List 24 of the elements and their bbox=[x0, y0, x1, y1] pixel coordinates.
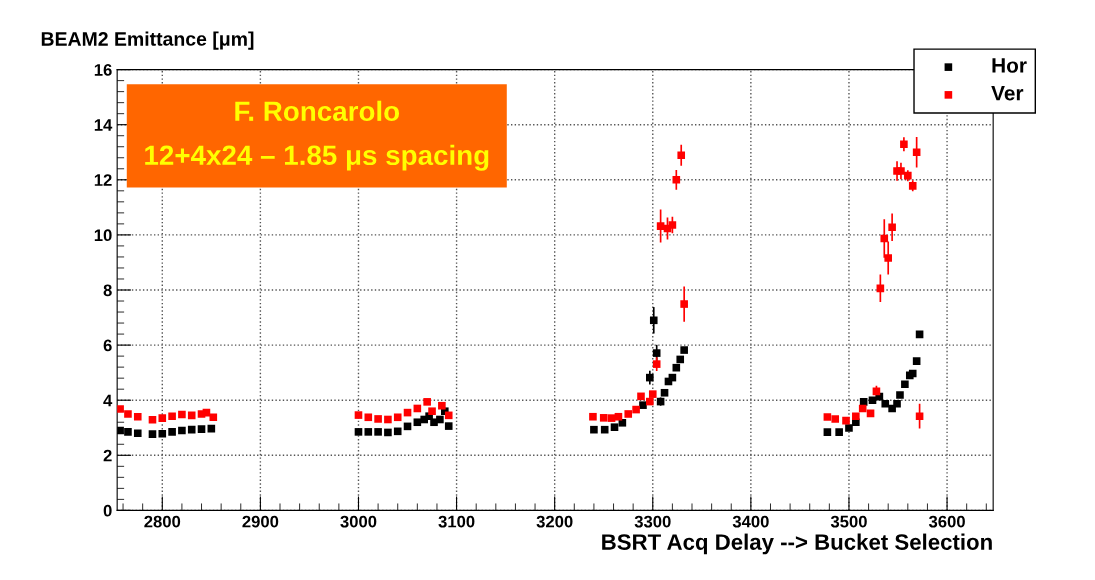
x-tick-label: 2800 bbox=[144, 515, 181, 528]
annotation: 12+4x24 – 1.85 μs spacing bbox=[145, 144, 489, 171]
x-axis-title: BSRT Acq Delay --> Bucket Selection bbox=[602, 533, 992, 555]
annotation: F. Roncarolo bbox=[235, 100, 400, 122]
x-tick-label: 3200 bbox=[536, 515, 573, 528]
legend-label: Hor bbox=[992, 58, 1027, 73]
y-tick-label: 10 bbox=[94, 229, 112, 242]
x-tick-label: 3000 bbox=[340, 515, 377, 528]
x-tick-label: 3500 bbox=[830, 515, 867, 528]
y-tick-label: 2 bbox=[103, 449, 112, 462]
y-tick-label: 16 bbox=[94, 64, 112, 76]
legend-label: Ver bbox=[991, 86, 1024, 101]
y-tick-label: 14 bbox=[94, 119, 113, 131]
x-tick-label: 2900 bbox=[242, 515, 279, 528]
x-tick-label: 3600 bbox=[928, 515, 965, 528]
y-tick-label: 6 bbox=[103, 339, 112, 352]
y-tick-label: 0 bbox=[103, 504, 112, 517]
x-tick-label: 3100 bbox=[438, 515, 475, 528]
x-tick-label: 3300 bbox=[634, 515, 671, 528]
chart-title: BEAM2 Emittance [μm] bbox=[41, 31, 254, 50]
y-tick-label: 12 bbox=[94, 174, 112, 186]
y-tick-label: 8 bbox=[103, 284, 112, 297]
x-tick-label: 3400 bbox=[732, 515, 769, 528]
y-tick-label: 4 bbox=[103, 394, 113, 407]
